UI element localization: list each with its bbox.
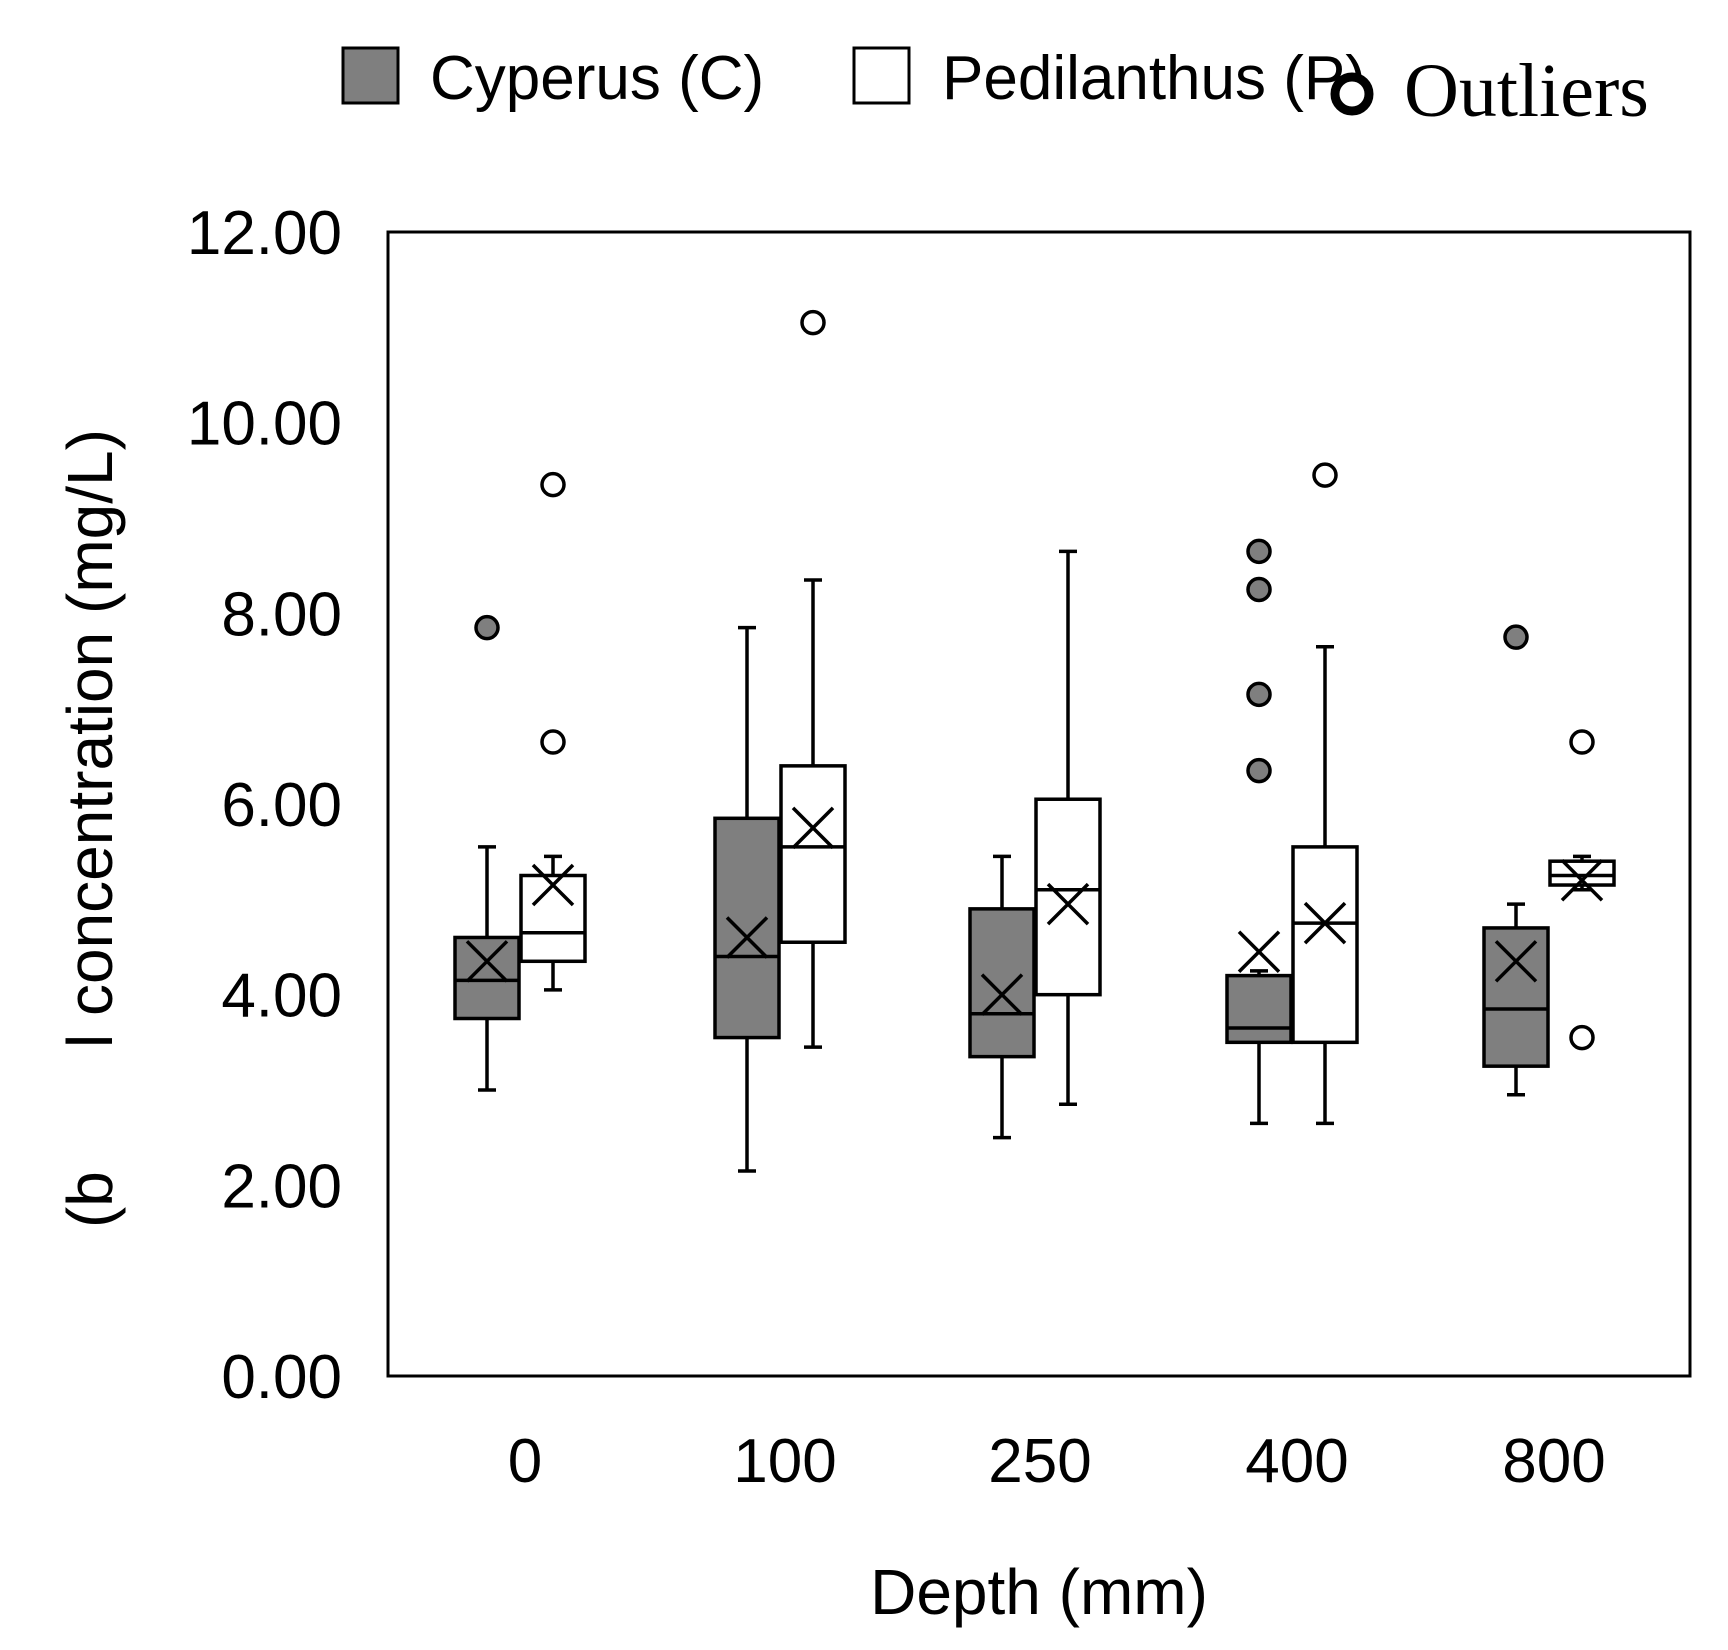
outlier-point <box>1312 462 1338 488</box>
outlier-point <box>1503 624 1529 650</box>
x-tick-label: 250 <box>988 1427 1091 1496</box>
outlier-point <box>1569 729 1595 755</box>
legend: Cyperus (C) Pedilanthus (P) Outliers <box>341 44 1649 133</box>
box-250 <box>1034 549 1102 1107</box>
series-pedilanthus <box>519 309 1616 1126</box>
iqr-box <box>519 873 587 964</box>
plot-area-frame <box>386 230 1692 1378</box>
iqr-box <box>779 764 847 944</box>
legend-label-outliers: Outliers <box>1404 49 1649 133</box>
box-250 <box>968 854 1036 1140</box>
x-tick-label: 100 <box>733 1427 836 1496</box>
mean-marker <box>1237 930 1281 974</box>
x-axis-title: Depth (mm) <box>870 1556 1208 1628</box>
mean-marker <box>725 916 769 959</box>
iqr-box <box>968 907 1036 1059</box>
x-axis-ticks: 0 100 250 400 800 <box>508 1427 1606 1496</box>
box-100 <box>713 625 781 1173</box>
outlier-point <box>800 309 826 336</box>
outlier-point <box>1246 538 1272 565</box>
y-axis-title-fragment: (b <box>54 1171 126 1228</box>
box-400 <box>1225 538 1293 1126</box>
y-tick-label: 4.00 <box>221 962 342 1031</box>
iqr-box <box>1034 797 1102 997</box>
box-0 <box>519 471 587 992</box>
x-tick-label: 800 <box>1502 1427 1605 1496</box>
outlier-point <box>1569 1024 1595 1051</box>
outlier-point <box>1246 757 1272 784</box>
y-tick-label: 0.00 <box>221 1343 342 1412</box>
y-tick-label: 10.00 <box>187 390 342 459</box>
y-axis-ticks: 0.00 2.00 4.00 6.00 8.00 10.00 12.00 <box>187 199 342 1412</box>
y-tick-label: 2.00 <box>221 1152 342 1221</box>
outlier-point <box>1246 681 1272 708</box>
mean-marker <box>531 863 575 907</box>
x-tick-label: 0 <box>508 1427 542 1496</box>
legend-label-pedilanthus: Pedilanthus (P) <box>942 44 1366 113</box>
mean-marker <box>791 806 835 850</box>
box-0 <box>453 614 521 1092</box>
iqr-box <box>1225 973 1293 1045</box>
mean-marker <box>465 940 509 983</box>
outlier-point <box>540 729 566 755</box>
iqr-box <box>1482 926 1550 1068</box>
mean-marker <box>1494 940 1538 983</box>
box-100 <box>779 309 847 1049</box>
outlier-point <box>474 614 500 641</box>
legend-outlier-icon <box>1330 72 1374 116</box>
box-400 <box>1291 462 1359 1126</box>
y-axis-title: l concentration (mg/L) <box>54 429 126 1048</box>
legend-swatch-pedilanthus <box>852 46 911 105</box>
iqr-box <box>453 935 521 1021</box>
iqr-box <box>713 816 781 1040</box>
mean-marker <box>980 973 1024 1016</box>
series-cyperus <box>453 538 1550 1173</box>
y-tick-label: 8.00 <box>221 580 342 649</box>
legend-label-cyperus: Cyperus (C) <box>430 44 764 113</box>
box-800 <box>1482 624 1550 1097</box>
y-tick-label: 6.00 <box>221 771 342 840</box>
outlier-point <box>1246 576 1272 603</box>
legend-swatch-cyperus <box>341 46 400 105</box>
outlier-point <box>540 471 566 498</box>
x-tick-label: 400 <box>1245 1427 1348 1496</box>
mean-marker <box>1303 901 1347 945</box>
mean-marker <box>1046 882 1090 926</box>
iqr-box <box>1291 845 1359 1045</box>
mean-marker <box>1560 859 1604 902</box>
box-series <box>453 309 1616 1173</box>
box-800 <box>1548 729 1616 1051</box>
y-tick-label: 12.00 <box>187 199 342 268</box>
iqr-box <box>1548 859 1616 887</box>
